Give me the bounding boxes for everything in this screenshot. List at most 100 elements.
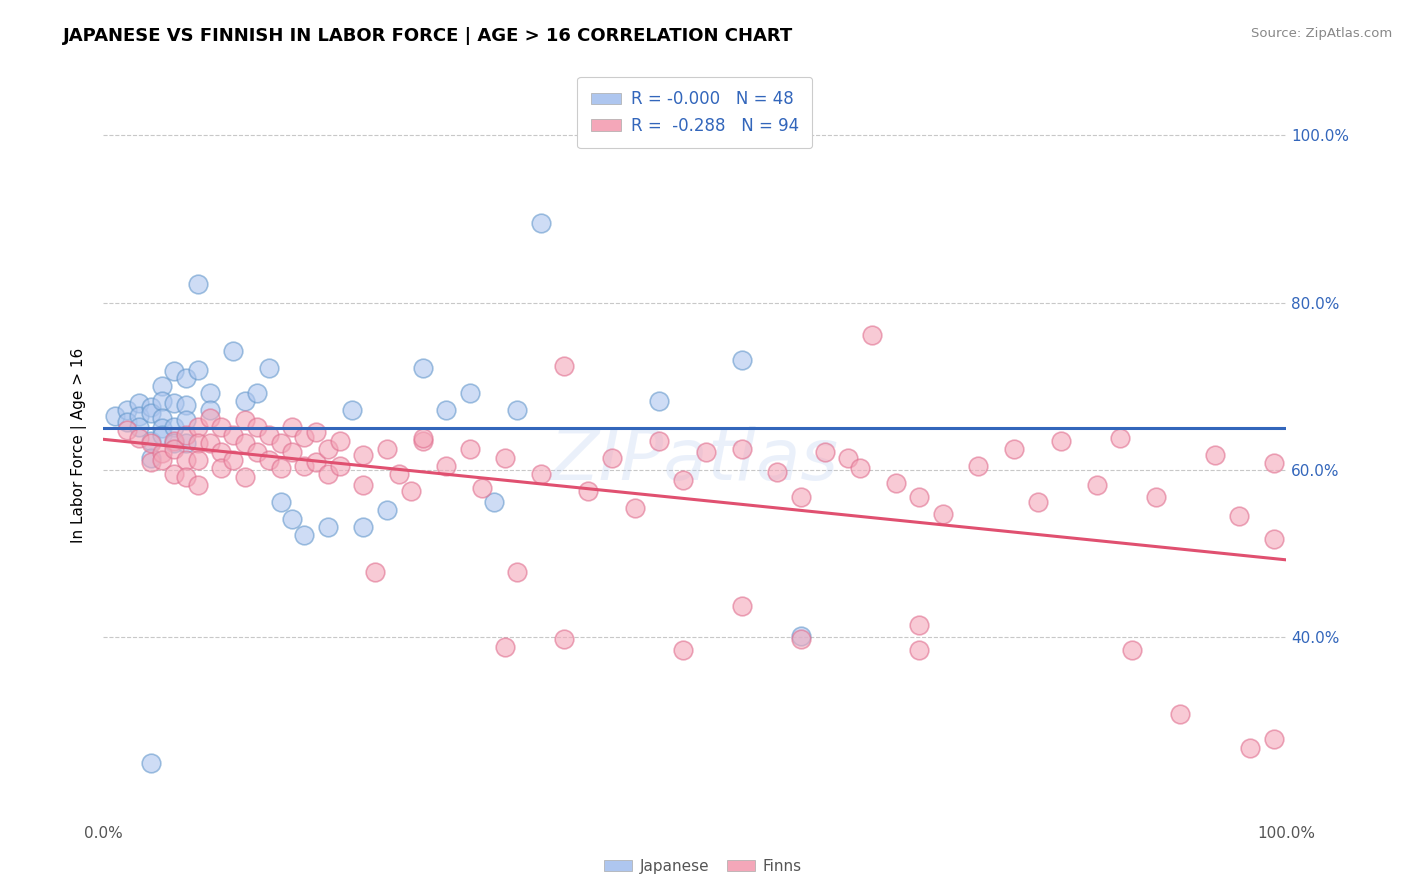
Point xyxy=(576,483,599,498)
Point xyxy=(494,450,516,465)
Point xyxy=(1239,740,1261,755)
Point xyxy=(128,396,150,410)
Point xyxy=(198,386,221,401)
Point xyxy=(305,455,328,469)
Point xyxy=(790,632,813,646)
Point xyxy=(115,415,138,429)
Point xyxy=(233,436,256,450)
Point xyxy=(1144,490,1167,504)
Point xyxy=(790,629,813,643)
Point xyxy=(530,216,553,230)
Point xyxy=(352,478,374,492)
Point xyxy=(731,352,754,367)
Text: ZIPatlas: ZIPatlas xyxy=(550,425,839,494)
Point xyxy=(174,413,197,427)
Point xyxy=(150,394,173,409)
Point xyxy=(292,429,315,443)
Point xyxy=(494,640,516,655)
Point xyxy=(340,402,363,417)
Point xyxy=(150,453,173,467)
Point xyxy=(305,425,328,440)
Point xyxy=(648,434,671,448)
Point xyxy=(246,386,269,401)
Point xyxy=(412,431,434,445)
Point xyxy=(257,428,280,442)
Point xyxy=(139,436,162,450)
Point xyxy=(128,431,150,445)
Point xyxy=(163,396,186,410)
Point xyxy=(139,450,162,465)
Point xyxy=(908,490,931,504)
Point xyxy=(115,423,138,437)
Point xyxy=(506,565,529,579)
Point xyxy=(352,448,374,462)
Point xyxy=(375,503,398,517)
Point xyxy=(233,394,256,409)
Point xyxy=(506,402,529,417)
Point xyxy=(814,444,837,458)
Point xyxy=(270,436,292,450)
Point xyxy=(471,482,494,496)
Point xyxy=(163,467,186,482)
Point xyxy=(211,444,233,458)
Point xyxy=(104,409,127,423)
Point xyxy=(837,450,859,465)
Point xyxy=(624,500,647,515)
Point xyxy=(967,458,990,473)
Point xyxy=(316,520,339,534)
Point xyxy=(174,436,197,450)
Point xyxy=(163,419,186,434)
Point xyxy=(695,444,717,458)
Point xyxy=(257,361,280,376)
Point xyxy=(233,413,256,427)
Legend: Japanese, Finns: Japanese, Finns xyxy=(598,853,808,880)
Point xyxy=(270,495,292,509)
Point xyxy=(1121,643,1143,657)
Point xyxy=(412,434,434,448)
Legend: R = -0.000   N = 48, R =  -0.288   N = 94: R = -0.000 N = 48, R = -0.288 N = 94 xyxy=(578,77,813,148)
Point xyxy=(150,446,173,460)
Point xyxy=(222,344,245,359)
Point xyxy=(1204,448,1226,462)
Point xyxy=(766,465,789,479)
Point xyxy=(458,442,481,457)
Point xyxy=(174,470,197,484)
Point xyxy=(648,394,671,409)
Point xyxy=(1263,732,1285,747)
Point xyxy=(174,453,197,467)
Point xyxy=(388,467,411,482)
Point xyxy=(163,364,186,378)
Point xyxy=(174,371,197,385)
Point xyxy=(257,453,280,467)
Point xyxy=(139,434,162,448)
Point xyxy=(139,455,162,469)
Point xyxy=(352,520,374,534)
Point xyxy=(434,458,457,473)
Point xyxy=(292,528,315,542)
Point xyxy=(1263,457,1285,471)
Point xyxy=(482,495,505,509)
Point xyxy=(139,406,162,420)
Point xyxy=(281,444,304,458)
Point xyxy=(1026,495,1049,509)
Point xyxy=(139,401,162,415)
Point xyxy=(375,442,398,457)
Point xyxy=(412,361,434,376)
Point xyxy=(270,461,292,475)
Point xyxy=(163,442,186,457)
Point xyxy=(233,470,256,484)
Point xyxy=(211,419,233,434)
Point xyxy=(150,379,173,393)
Point xyxy=(731,442,754,457)
Point xyxy=(246,419,269,434)
Text: Source: ZipAtlas.com: Source: ZipAtlas.com xyxy=(1251,27,1392,40)
Point xyxy=(150,421,173,435)
Point xyxy=(163,436,186,450)
Point xyxy=(553,632,575,646)
Point xyxy=(163,434,186,448)
Point xyxy=(458,386,481,401)
Point xyxy=(150,428,173,442)
Point xyxy=(884,475,907,490)
Point xyxy=(364,565,387,579)
Point xyxy=(246,444,269,458)
